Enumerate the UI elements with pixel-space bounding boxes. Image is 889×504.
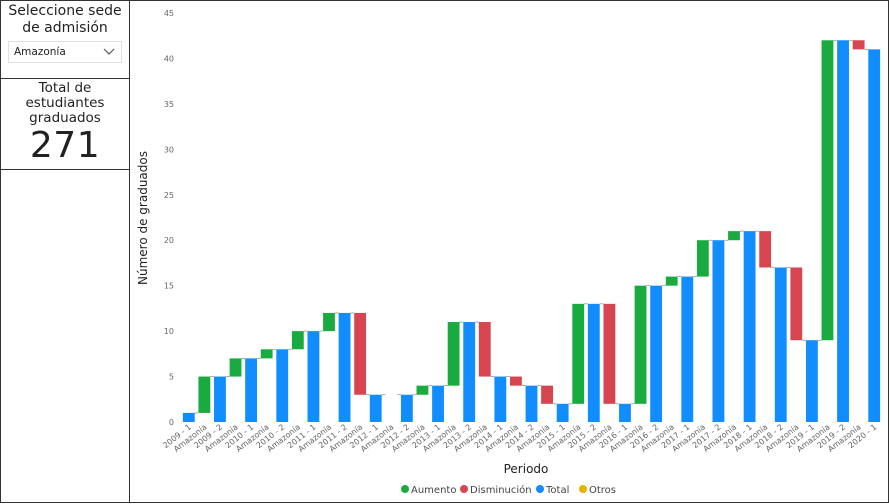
y-tick-label: 20 <box>164 236 174 245</box>
waterfall-bar-total <box>650 285 663 422</box>
waterfall-bar-decrease <box>478 322 491 377</box>
waterfall-bar-total <box>369 394 382 422</box>
slicer-title: Seleccione sede de admisión <box>8 3 122 36</box>
waterfall-bar-total <box>681 276 694 422</box>
waterfall-bar-total <box>587 303 600 422</box>
x-axis-title: Periodo <box>504 462 549 476</box>
waterfall-bar-total <box>276 349 289 422</box>
waterfall-bar-decrease <box>603 303 616 404</box>
waterfall-bar-increase <box>821 40 834 341</box>
waterfall-bar-increase <box>323 312 335 332</box>
waterfall-bar-total <box>182 412 195 422</box>
y-tick-label: 15 <box>164 282 174 291</box>
waterfall-bar-total <box>712 240 725 422</box>
legend-marker <box>401 485 409 493</box>
waterfall-bar-increase <box>260 349 273 359</box>
y-tick-label: 40 <box>164 54 174 63</box>
legend-label: Disminución <box>470 484 532 496</box>
y-tick-label: 5 <box>169 373 174 382</box>
y-tick-label: 10 <box>164 327 174 336</box>
legend-marker <box>579 485 587 493</box>
waterfall-bar-increase <box>229 358 242 377</box>
waterfall-bar-total <box>214 376 226 422</box>
waterfall-bar-increase <box>728 231 740 241</box>
waterfall-bar-total <box>494 376 507 422</box>
waterfall-bar-total <box>837 40 849 423</box>
waterfall-bar-total <box>805 340 818 422</box>
waterfall-bar-decrease <box>541 385 553 404</box>
left-empty-panel <box>0 169 130 503</box>
y-tick-label: 30 <box>164 145 174 154</box>
waterfall-bar-total <box>432 385 444 422</box>
waterfall-bar-decrease <box>852 40 865 50</box>
waterfall-bar-total <box>245 358 258 422</box>
waterfall-bar-decrease <box>790 267 803 341</box>
waterfall-bar-total <box>774 267 787 422</box>
legend-label: Aumento <box>411 485 456 496</box>
legend-label: Otros <box>589 485 616 496</box>
dropdown-selected-value: Amazonía <box>14 46 66 58</box>
waterfall-bar-total <box>556 403 569 422</box>
y-tick-label: 35 <box>164 100 174 109</box>
waterfall-bar-total <box>525 385 538 422</box>
waterfall-bar-increase <box>665 276 678 286</box>
waterfall-bar-total <box>338 312 351 422</box>
y-axis-title: Número de graduados <box>136 151 150 285</box>
waterfall-bar-total <box>619 403 631 422</box>
chevron-down-icon <box>103 48 115 55</box>
y-tick-label: 45 <box>164 9 174 18</box>
waterfall-bar-increase <box>696 240 709 277</box>
legend-marker <box>536 485 544 493</box>
y-tick-label: 25 <box>164 191 174 200</box>
site-dropdown[interactable]: Amazonía <box>8 41 122 63</box>
waterfall-bar-increase <box>291 331 304 350</box>
waterfall-bar-decrease <box>759 231 772 268</box>
waterfall-bar-total <box>400 394 413 422</box>
card-title: Total de estudiantes graduados <box>25 80 105 126</box>
waterfall-bar-increase <box>198 376 211 413</box>
waterfall-bar-increase <box>634 285 647 404</box>
waterfall-bar-total <box>463 322 476 422</box>
legend-label: Total <box>545 485 569 496</box>
waterfall-bar-increase <box>572 303 585 404</box>
waterfall-bar-increase <box>447 322 460 386</box>
legend-marker <box>460 485 468 493</box>
site-slicer: Seleccione sede de admisión Amazonía <box>0 0 130 79</box>
card-value: 271 <box>29 125 101 166</box>
waterfall-bar-decrease <box>510 376 522 386</box>
waterfall-bar-total <box>743 231 756 422</box>
waterfall-bar-total <box>307 331 320 422</box>
total-graduates-card: Total de estudiantes graduados 271 <box>0 78 130 170</box>
waterfall-bar-total <box>868 49 881 422</box>
waterfall-chart-panel: 0 5 10 15 20 25 30 35 40 45 Número de graduados 200… <box>129 0 889 503</box>
y-tick-label: 0 <box>169 418 174 427</box>
waterfall-bar-decrease <box>354 312 367 395</box>
waterfall-bar-increase <box>416 385 429 395</box>
